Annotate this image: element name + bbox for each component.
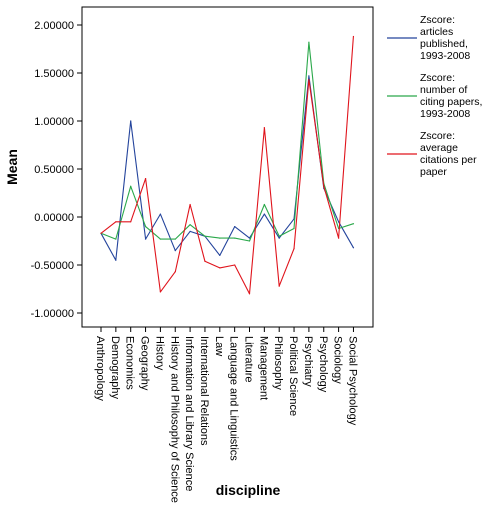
data-point (278, 235, 280, 237)
x-tick-label: Demography (109, 336, 121, 399)
data-point (115, 238, 117, 240)
data-point (308, 75, 310, 77)
y-tick-label: 1.50000 (34, 68, 74, 80)
series-line (100, 41, 354, 242)
legend: Zscore: articles published, 1993-2008 Zscore… (387, 14, 482, 178)
data-point (248, 237, 251, 239)
data-point (219, 237, 221, 239)
x-tick-label: Political Science (287, 336, 299, 416)
legend-label: Zscore: articles published, 1993-2008 (420, 14, 470, 62)
x-tick-label: Sociology (332, 336, 344, 384)
data-point (219, 267, 221, 269)
y-tick-label: 0.50000 (34, 164, 74, 176)
x-tick-label: Psychiatry (302, 336, 314, 387)
y-tick-label: 1.00000 (34, 116, 74, 128)
x-tick-label: Literature (243, 336, 255, 382)
series-line (100, 36, 354, 295)
data-point (338, 237, 340, 239)
data-point (204, 260, 206, 262)
x-tick-label: Law (213, 336, 225, 356)
data-point (248, 293, 251, 295)
data-point (352, 223, 355, 225)
data-point (130, 185, 132, 187)
x-tick-label: Information and Library Science (183, 336, 195, 491)
data-point (278, 285, 280, 287)
x-axis: Anthropology Demography Economics Geography… (94, 327, 358, 503)
data-point (159, 291, 161, 293)
data-point (352, 247, 355, 249)
x-tick-label: Social Psychology (346, 336, 358, 426)
x-tick-label: Psychology (317, 336, 329, 393)
data-point (234, 226, 236, 228)
data-point (234, 264, 236, 266)
legend-label: Zscore: number of citing papers, 1993-2008 (420, 72, 482, 120)
data-point (293, 227, 295, 230)
data-point (323, 185, 325, 187)
x-axis-title: discipline (216, 482, 281, 498)
data-point (308, 79, 310, 81)
x-tick-label: Language and Linguistics (228, 336, 240, 461)
x-tick-label: Philosophy (272, 336, 284, 390)
data-point (352, 35, 355, 38)
data-point (308, 41, 310, 43)
data-point (189, 230, 191, 232)
data-point (115, 259, 117, 261)
x-tick-label: Economics (124, 336, 136, 390)
x-tick-label: Management (257, 336, 269, 400)
y-axis: 2.00000 1.50000 1.00000 0.50000 0.00000 -0.50… (31, 20, 82, 320)
data-point (189, 203, 191, 206)
x-tick-label: Anthropology (94, 336, 106, 401)
data-point (219, 254, 221, 256)
data-point (263, 127, 265, 129)
data-point (248, 240, 251, 242)
data-point (174, 271, 176, 273)
data-point (278, 237, 280, 239)
legend-label: Zscore: average citations per paper (420, 130, 477, 178)
y-axis-title: Mean (4, 149, 20, 185)
data-point (159, 238, 161, 240)
data-point (159, 213, 161, 215)
series-lines (100, 35, 355, 295)
data-point (174, 250, 176, 252)
y-tick-label: 0.00000 (34, 212, 74, 224)
y-tick-label: -0.50000 (31, 260, 74, 272)
data-point (263, 213, 265, 215)
data-point (263, 203, 265, 206)
data-point (338, 221, 340, 223)
data-point (204, 235, 206, 237)
data-point (144, 226, 147, 228)
y-tick-label: 2.00000 (34, 20, 74, 32)
x-tick-label: Geography (139, 336, 151, 391)
data-point (293, 248, 295, 250)
data-point (144, 238, 147, 240)
data-point (189, 224, 191, 226)
data-point (174, 238, 176, 240)
x-tick-label: History and Philosophy of Science (168, 336, 180, 503)
data-point (100, 232, 102, 234)
data-point (130, 221, 132, 223)
data-point (115, 221, 117, 223)
data-point (130, 120, 132, 122)
x-tick-label: History (153, 336, 165, 371)
x-tick-label: International Relations (198, 336, 210, 446)
plot-frame (81, 6, 374, 328)
y-tick-label: -1.00000 (31, 308, 74, 320)
data-point (234, 237, 236, 239)
data-point (144, 178, 147, 180)
